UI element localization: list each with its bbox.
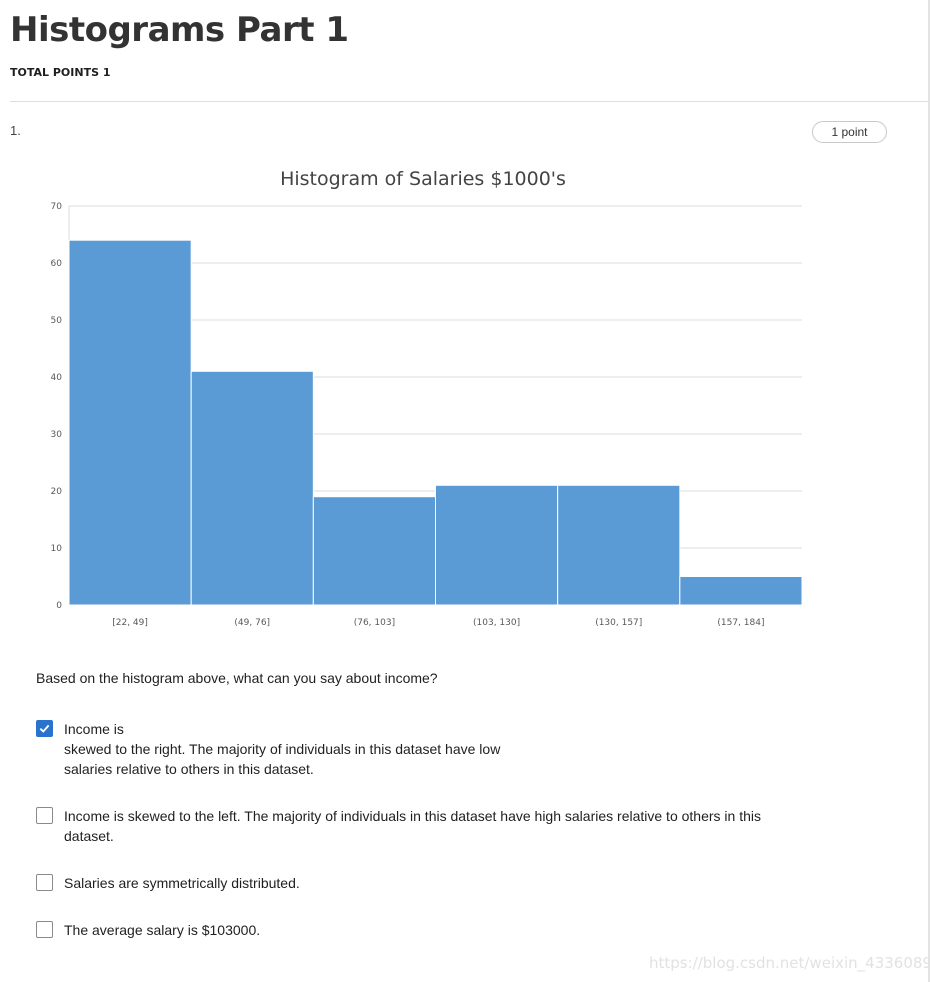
option-checkbox[interactable] bbox=[36, 720, 53, 737]
watermark: https://blog.csdn.net/weixin_43360896 bbox=[649, 954, 930, 972]
points-badge: 1 point bbox=[812, 121, 887, 143]
x-tick-label: (76, 103] bbox=[354, 618, 395, 628]
y-tick-label: 0 bbox=[56, 601, 62, 611]
x-tick-label: (130, 157] bbox=[595, 618, 642, 628]
x-tick-label: [22, 49] bbox=[112, 618, 148, 628]
option-checkbox[interactable] bbox=[36, 807, 53, 824]
y-tick-label: 60 bbox=[51, 259, 63, 269]
option-symmetric[interactable]: Salaries are symmetrically distributed. bbox=[36, 873, 300, 893]
option-line: Salaries are symmetrically distributed. bbox=[64, 875, 300, 891]
page-right-edge bbox=[928, 0, 930, 982]
option-line: Income is skewed to the left. The majori… bbox=[64, 808, 761, 824]
x-tick-label: (103, 130] bbox=[473, 618, 520, 628]
y-tick-label: 70 bbox=[51, 202, 63, 212]
option-line: dataset. bbox=[64, 828, 114, 844]
question-prompt: Based on the histogram above, what can y… bbox=[36, 670, 438, 686]
histogram-bar bbox=[312, 496, 437, 606]
option-line: Income is bbox=[64, 721, 124, 737]
histogram-bar bbox=[190, 370, 314, 606]
question-number: 1. bbox=[10, 123, 21, 138]
chart-title: Histogram of Salaries $1000's bbox=[280, 168, 566, 190]
checkmark-icon bbox=[39, 724, 50, 733]
header-divider bbox=[10, 101, 928, 102]
x-tick-label: (49, 76] bbox=[234, 618, 270, 628]
y-tick-label: 40 bbox=[51, 373, 63, 383]
option-checkbox[interactable] bbox=[36, 874, 53, 891]
y-tick-label: 50 bbox=[51, 316, 63, 326]
histogram-bar bbox=[557, 484, 681, 606]
option-line: salaries relative to others in this data… bbox=[64, 761, 314, 777]
y-tick-label: 10 bbox=[51, 544, 63, 554]
option-line: skewed to the right. The majority of ind… bbox=[64, 741, 501, 757]
option-text: Salaries are symmetrically distributed. bbox=[64, 873, 300, 893]
option-average-salary[interactable]: The average salary is $103000. bbox=[36, 920, 260, 940]
histogram-bar bbox=[435, 484, 559, 606]
option-skewed-right[interactable]: Income is skewed to the right. The major… bbox=[36, 719, 500, 779]
histogram-chart: 0 10 20 30 40 50 60 70 [22, 49] (49, 76] (76, 103]… bbox=[51, 202, 803, 628]
y-tick-label: 20 bbox=[51, 487, 63, 497]
option-text: Income is skewed to the left. The majori… bbox=[64, 806, 761, 846]
option-line: The average salary is $103000. bbox=[64, 922, 261, 938]
histogram-bar bbox=[679, 576, 803, 606]
option-text: Income is skewed to the right. The major… bbox=[64, 719, 500, 779]
option-text: The average salary is $103000. bbox=[64, 920, 260, 940]
page-title: Histograms Part 1 bbox=[10, 10, 349, 50]
total-points-label: TOTAL POINTS 1 bbox=[10, 66, 111, 79]
x-tick-label: (157, 184] bbox=[717, 618, 764, 628]
option-checkbox[interactable] bbox=[36, 921, 53, 938]
y-tick-label: 30 bbox=[51, 430, 63, 440]
histogram-bar bbox=[68, 239, 192, 606]
option-skewed-left[interactable]: Income is skewed to the left. The majori… bbox=[36, 806, 761, 846]
